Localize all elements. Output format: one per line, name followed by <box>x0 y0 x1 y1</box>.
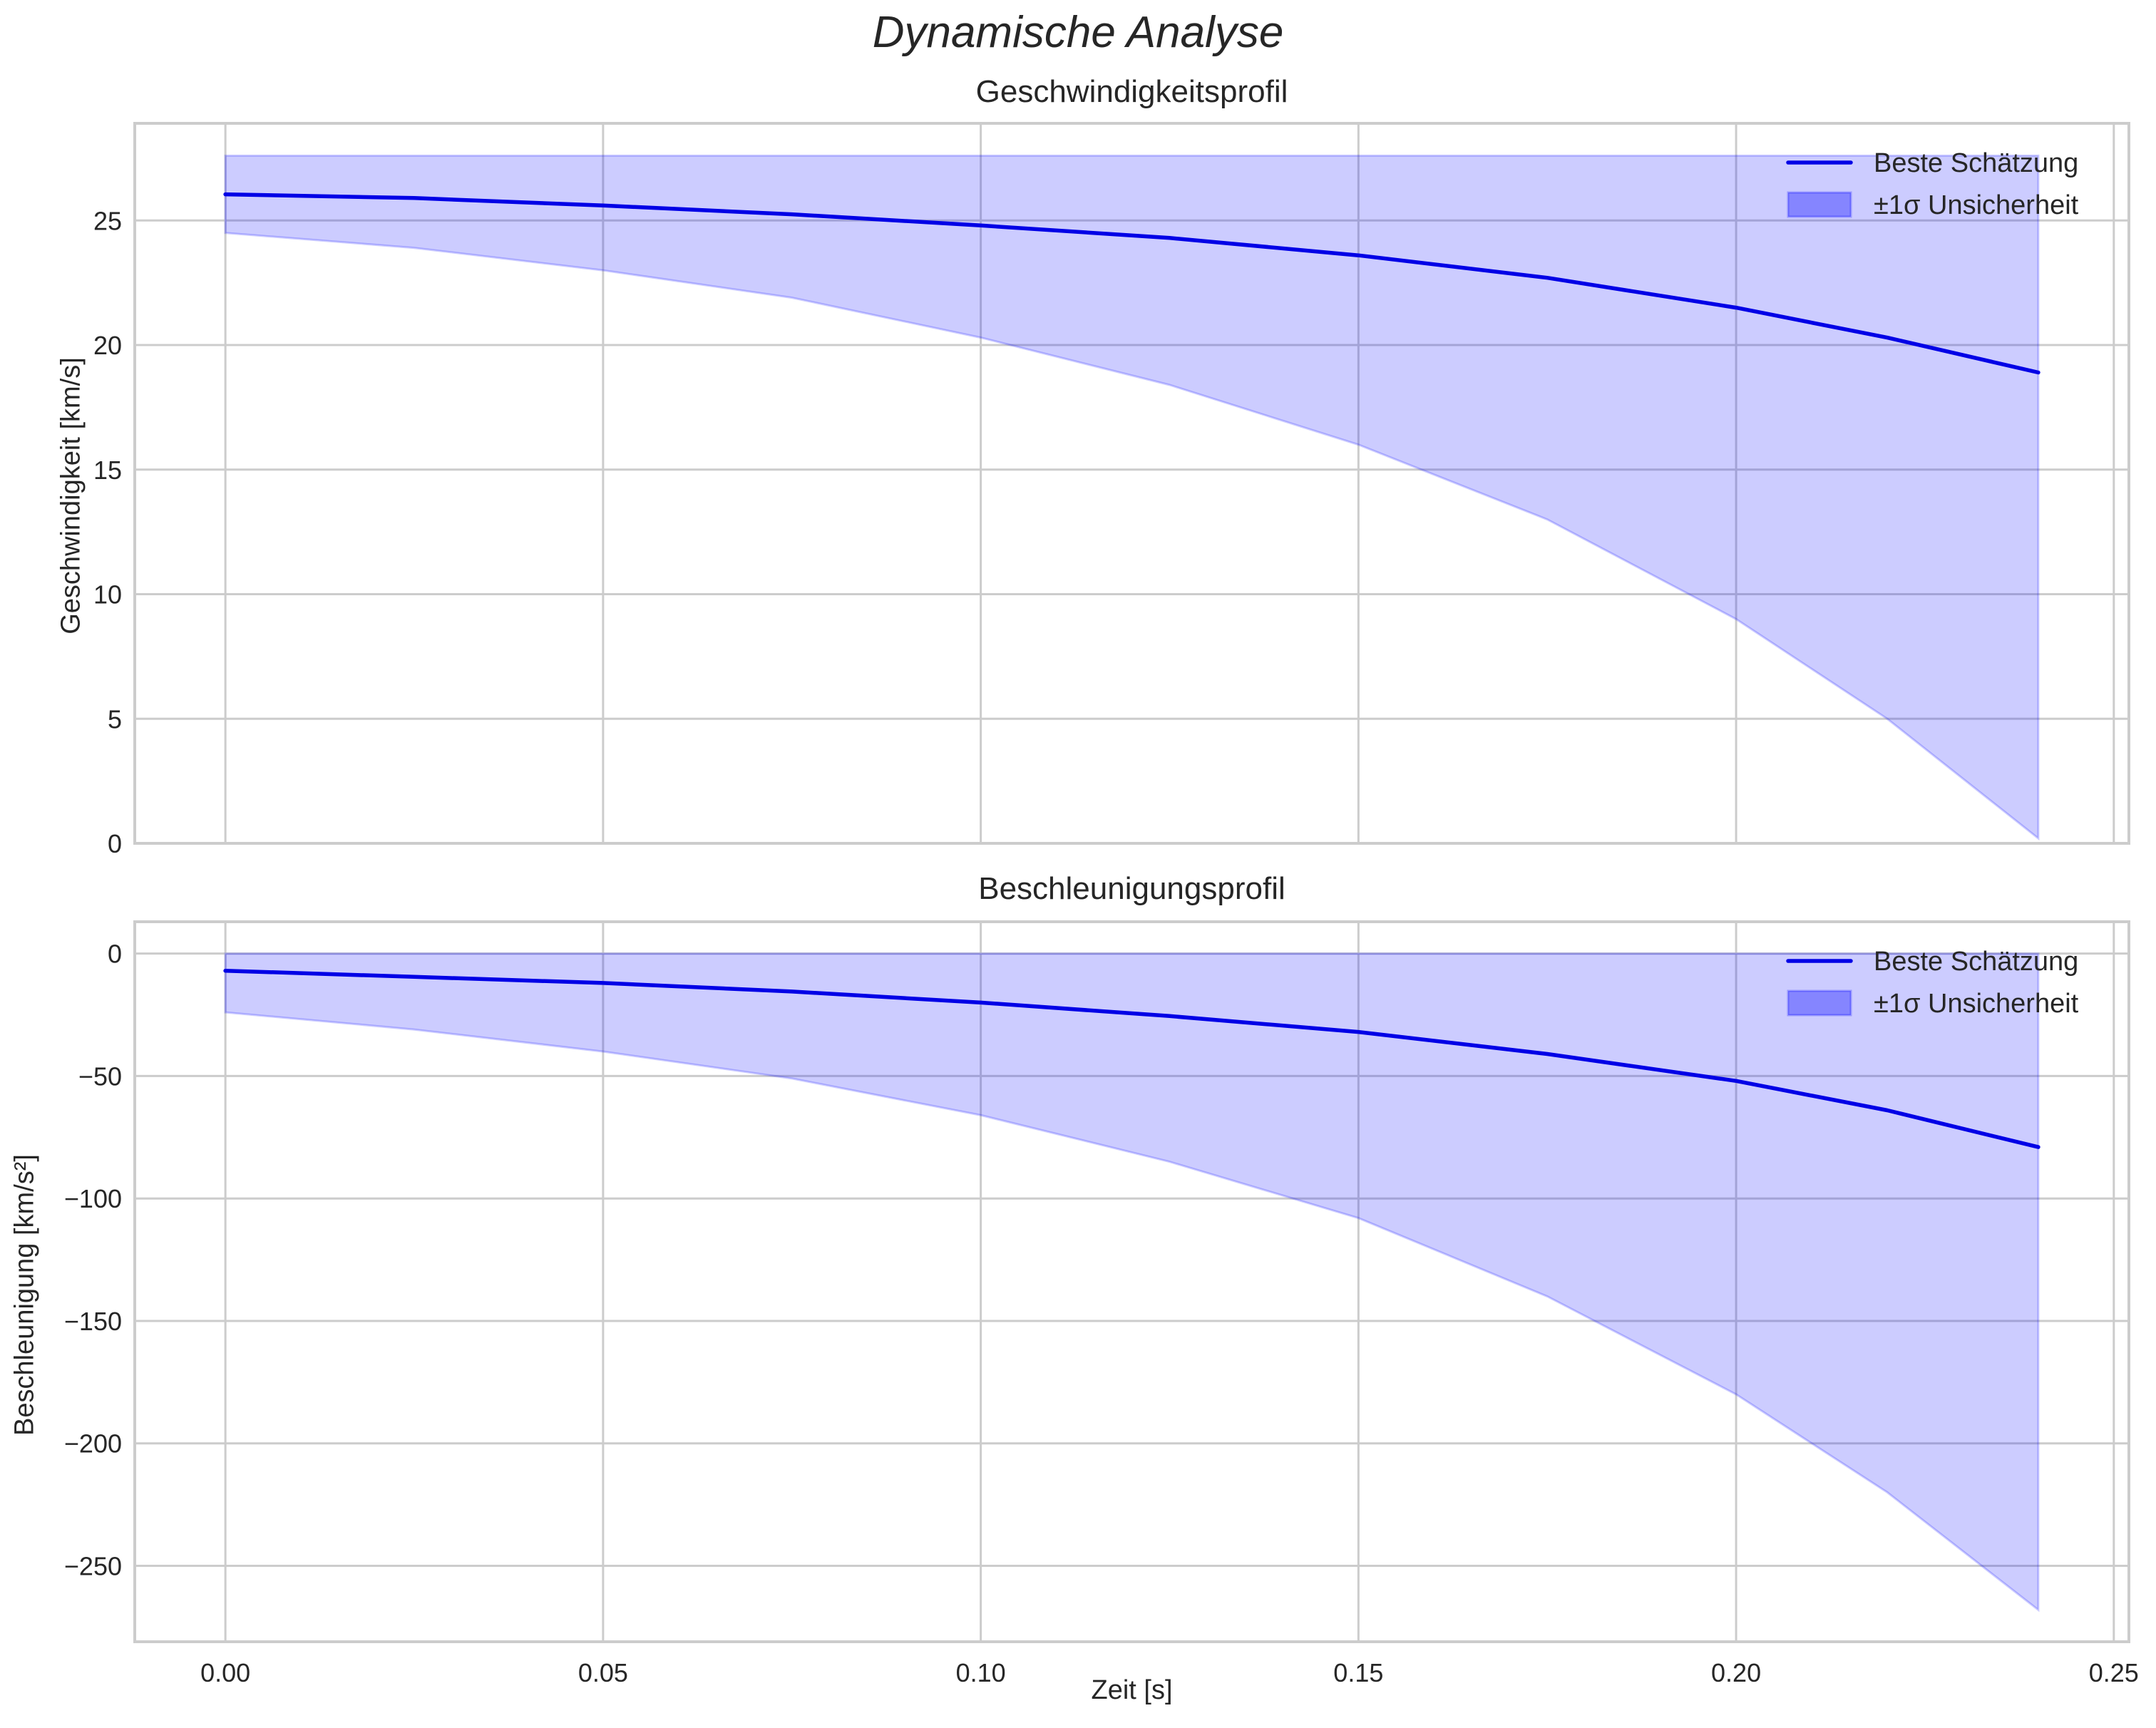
legend: Beste Schätzung ±1σ Unsicherheit <box>1786 947 2079 1019</box>
x-tick-label: 0.25 <box>2089 1658 2139 1687</box>
y-tick-label: −100 <box>64 1184 122 1213</box>
legend-label-best-estimate: Beste Schätzung <box>1874 947 2078 977</box>
figure-suptitle: Dynamische Analyse <box>872 8 1284 57</box>
x-tick-label: 0.10 <box>956 1658 1006 1687</box>
y-tick-label: 10 <box>93 580 122 610</box>
legend-patch-swatch-icon <box>1787 989 1852 1017</box>
y-tick-label: −250 <box>64 1552 122 1581</box>
legend: Beste Schätzung ±1σ Unsicherheit <box>1786 148 2079 220</box>
y-tick-label: 25 <box>93 206 122 235</box>
grid <box>135 922 2129 1642</box>
axes-frame <box>133 122 2130 845</box>
axes-frame <box>133 920 2130 1643</box>
x-tick-label: 0.15 <box>1333 1658 1383 1687</box>
velocity-axes: 0 5 10 15 20 25 Beste Schätzung ±1σ Unsicherhei… <box>93 122 2130 858</box>
shared-xlabel: Zeit [s] <box>1091 1675 1173 1705</box>
y-tick-label: 0 <box>108 940 122 969</box>
y-tick-label: 5 <box>108 704 122 734</box>
x-tick-label: 0.20 <box>1711 1658 1761 1687</box>
acceleration-axes: 0 −50 −100 −150 −200 −250 0.00 0.05 0.10 0.15 0.20… <box>64 920 2139 1687</box>
y-tick-label: −50 <box>78 1061 122 1091</box>
y-tick-label: −150 <box>64 1307 122 1336</box>
x-tick-label: 0.00 <box>200 1658 250 1687</box>
legend-label-uncertainty: ±1σ Unsicherheit <box>1874 989 2079 1019</box>
y-tick-label: 0 <box>108 829 122 858</box>
best-estimate-line <box>223 968 2040 1149</box>
best-estimate-line <box>223 192 2040 375</box>
y-tick-label: 20 <box>93 331 122 360</box>
x-tick-label: 0.05 <box>578 1658 628 1687</box>
legend-patch-swatch-icon <box>1787 191 1852 218</box>
y-tick-label: −200 <box>64 1429 122 1459</box>
y-tick-label: 15 <box>93 456 122 485</box>
acceleration-axes-title: Beschleunigungsprofil <box>978 871 1285 906</box>
uncertainty-band <box>224 952 2040 1613</box>
uncertainty-band <box>224 154 2040 841</box>
velocity-axes-title: Geschwindigkeitsprofil <box>975 74 1288 109</box>
legend-label-uncertainty: ±1σ Unsicherheit <box>1874 190 2079 220</box>
legend-label-best-estimate: Beste Schätzung <box>1874 148 2078 178</box>
